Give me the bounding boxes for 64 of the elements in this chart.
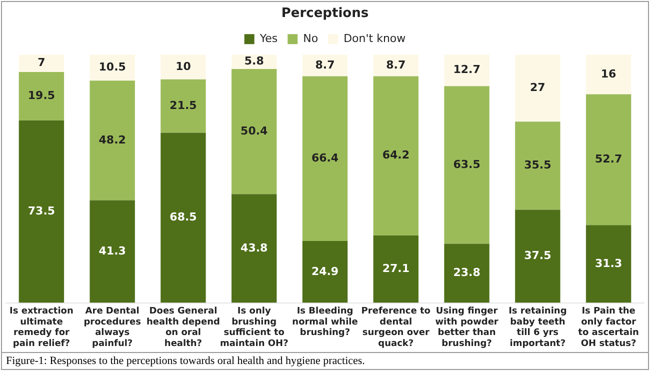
bar bbox=[302, 241, 348, 303]
x-tick-label: Is only brushing sufficient to maintain OH? bbox=[220, 306, 288, 349]
legend-label: Yes bbox=[258, 32, 278, 45]
data-label: 16 bbox=[600, 67, 617, 80]
bar bbox=[160, 79, 206, 133]
data-label: 12.7 bbox=[453, 63, 480, 76]
bar bbox=[373, 236, 418, 303]
data-label: 7 bbox=[38, 56, 46, 70]
bar bbox=[18, 72, 64, 120]
legend-label: No bbox=[303, 32, 318, 45]
data-label: 5.8 bbox=[244, 54, 264, 68]
data-label: 63.5 bbox=[453, 158, 480, 171]
bar bbox=[18, 120, 64, 303]
data-label: 48.2 bbox=[98, 133, 126, 146]
data-label: 66.4 bbox=[311, 151, 339, 164]
data-label: 27.1 bbox=[382, 262, 410, 276]
data-label: 19.5 bbox=[28, 89, 56, 102]
bar bbox=[160, 54, 206, 80]
x-tick-label: Does General health depend on oral health? bbox=[146, 306, 220, 349]
data-label: 8.7 bbox=[315, 58, 335, 72]
bar bbox=[444, 54, 490, 86]
data-label: 8.7 bbox=[386, 58, 406, 72]
bar bbox=[232, 194, 277, 303]
data-label: 37.5 bbox=[524, 249, 552, 262]
bar bbox=[444, 244, 490, 303]
legend-label: Don't know bbox=[344, 32, 406, 45]
data-label: 24.9 bbox=[311, 264, 339, 278]
bar bbox=[515, 54, 560, 122]
bar bbox=[232, 68, 277, 194]
chart-title: Perceptions bbox=[281, 6, 369, 22]
data-label: 43.8 bbox=[240, 241, 268, 254]
bar bbox=[444, 86, 490, 244]
x-tick-label: Is Bleeding normal while brushing? bbox=[292, 306, 358, 338]
data-label: 10.5 bbox=[98, 60, 126, 74]
bar bbox=[160, 132, 206, 303]
text: Figure-1: Responses to the perceptions towards oral health and hygiene practices. bbox=[2, 352, 648, 369]
bar bbox=[515, 122, 560, 210]
data-label: 52.7 bbox=[594, 152, 622, 166]
data-label: 23.8 bbox=[453, 266, 480, 280]
bar bbox=[90, 80, 135, 200]
x-tick-label: Are Dental procedures always painful? bbox=[84, 306, 141, 349]
bar bbox=[90, 200, 135, 303]
data-label: 21.5 bbox=[170, 98, 197, 112]
bar bbox=[18, 54, 64, 72]
data-label: 27 bbox=[530, 80, 546, 94]
data-label: 50.4 bbox=[240, 124, 268, 138]
bar bbox=[586, 225, 632, 303]
x-tick-label: Preference to dental surgeon over quack? bbox=[361, 306, 430, 349]
bar bbox=[586, 54, 632, 94]
x-tick-label: Is retaining baby teeth till 6 yrs important? bbox=[508, 306, 567, 349]
bar bbox=[302, 76, 348, 241]
data-label: 73.5 bbox=[28, 204, 56, 218]
bar bbox=[373, 76, 418, 236]
bar bbox=[515, 210, 560, 303]
data-label: 41.3 bbox=[98, 244, 126, 258]
data-label: 68.5 bbox=[170, 210, 197, 224]
bar bbox=[586, 94, 632, 226]
data-label: 10 bbox=[176, 60, 192, 73]
x-tick-label: Using finger with powder better than brushing? bbox=[435, 306, 499, 349]
data-label: 31.3 bbox=[594, 256, 622, 270]
x-tick-label: Is Pain the only factor to ascertain OH status? bbox=[578, 306, 639, 349]
x-tick-label: Is extraction ultimate remedy for pain relief? bbox=[10, 306, 74, 349]
data-label: 35.5 bbox=[524, 158, 552, 172]
data-label: 64.2 bbox=[382, 148, 410, 162]
